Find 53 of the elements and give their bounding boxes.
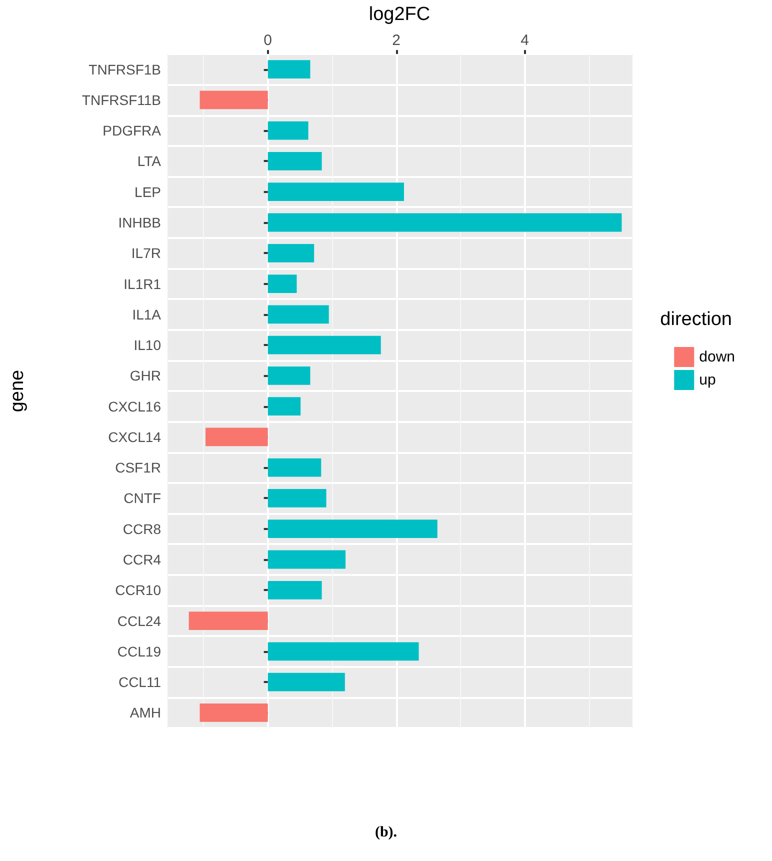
- y-tick-label: CXCL16: [108, 398, 162, 414]
- y-tick-label: IL1A: [132, 306, 162, 322]
- bar: [206, 428, 268, 446]
- bar: [268, 458, 322, 477]
- legend-label: up: [699, 372, 716, 388]
- legend-title: direction: [660, 309, 732, 330]
- y-tick-label: CXCL14: [108, 428, 162, 445]
- bar: [268, 550, 346, 569]
- bar: [188, 612, 268, 630]
- x-tick-label: 4: [520, 32, 529, 49]
- bar: [268, 336, 381, 354]
- bar: [268, 121, 308, 140]
- bar: [200, 703, 268, 722]
- x-tick-label: 2: [392, 32, 400, 49]
- x-tick-label: 0: [264, 32, 272, 49]
- legend-label: down: [699, 348, 735, 366]
- y-tick-label: CCL19: [117, 643, 162, 660]
- bar: [268, 182, 404, 202]
- y-tick-label: AMH: [130, 704, 161, 721]
- bar: [268, 520, 438, 538]
- y-axis-title: gene: [7, 370, 28, 412]
- bar: [268, 274, 297, 293]
- bar: [268, 642, 419, 661]
- text: (b).: [374, 824, 398, 840]
- y-tick-label: GHR: [130, 368, 161, 384]
- y-tick-label: IL7R: [131, 245, 161, 262]
- y-tick-label: IL1R1: [124, 276, 162, 292]
- bar: [268, 672, 345, 692]
- y-tick-label: CCR4: [122, 552, 162, 568]
- y-tick-label: LEP: [134, 184, 161, 200]
- y-tick-label: IL10: [134, 337, 162, 354]
- bar: [268, 397, 301, 416]
- bar: [268, 366, 310, 385]
- bar: [268, 60, 310, 79]
- bar: [268, 244, 314, 262]
- y-tick-label: CCR8: [122, 520, 162, 537]
- y-tick-label: CNTF: [124, 490, 161, 506]
- x-axis-title: log2FC: [368, 4, 430, 25]
- bar: [268, 152, 322, 170]
- bar: [268, 213, 622, 232]
- y-tick-label: TNFRSF11B: [82, 92, 161, 108]
- y-tick-label: LTA: [137, 153, 162, 170]
- bar: [200, 90, 268, 110]
- bar: [268, 489, 326, 508]
- bar: [268, 580, 322, 600]
- y-tick-label: CCR10: [115, 582, 162, 598]
- y-tick-label: INHBB: [118, 214, 161, 230]
- y-tick-label: CCL11: [118, 674, 162, 690]
- y-tick-label: CSF1R: [115, 460, 161, 476]
- y-tick-label: CCL24: [117, 612, 162, 629]
- bar: [268, 305, 329, 324]
- y-tick-label: PDGFRA: [102, 122, 162, 139]
- y-tick-label: TNFRSF1B: [88, 61, 161, 78]
